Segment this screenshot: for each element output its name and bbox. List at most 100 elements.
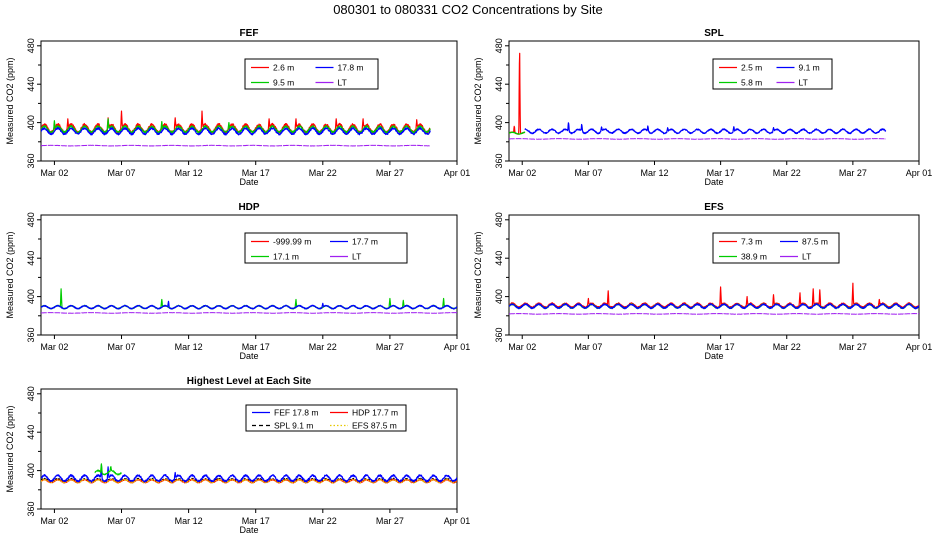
- plot-frame: [40, 214, 458, 336]
- legend-label: FEF 17.8 m: [274, 408, 318, 418]
- x-tick-label: Apr 01: [444, 168, 471, 178]
- legend-box: [712, 232, 840, 264]
- x-tick-label: Mar 22: [309, 516, 337, 526]
- legend-label: 38.9 m: [741, 252, 767, 262]
- series-group: [509, 282, 919, 315]
- y-tick-label: 360: [26, 501, 36, 516]
- chart-title: Highest Level at Each Site: [187, 376, 312, 387]
- legend-label: SPL 9.1 m: [274, 421, 313, 431]
- legend-box: [244, 58, 379, 90]
- series-line: [524, 122, 887, 135]
- x-tick-label: Apr 01: [906, 342, 933, 352]
- legend-box: [712, 58, 833, 90]
- plot-frame: [40, 40, 458, 162]
- legend-label: 87.5 m: [802, 237, 828, 247]
- x-tick-label: Mar 27: [839, 342, 867, 352]
- chart-title: EFS: [704, 202, 724, 213]
- series-line: [41, 464, 457, 483]
- series-line: [509, 138, 887, 140]
- series-line: [41, 478, 457, 484]
- y-axis-label: Measured CO2 (ppm): [5, 405, 15, 492]
- x-tick-label: Mar 07: [108, 168, 136, 178]
- y-tick-label: 400: [494, 115, 504, 130]
- y-tick-label: 480: [494, 212, 504, 227]
- chart-title: FEF: [240, 28, 259, 39]
- y-axis-label: Measured CO2 (ppm): [473, 231, 483, 318]
- legend-label: 2.6 m: [273, 63, 294, 73]
- y-tick-label: 480: [26, 38, 36, 53]
- legend-label: LT: [802, 252, 811, 262]
- chart-title: SPL: [704, 28, 723, 39]
- chart-title: HDP: [238, 202, 259, 213]
- y-tick-label: 480: [26, 212, 36, 227]
- legend-label: -999.99 m: [273, 237, 311, 247]
- legend-label: EFS 87.5 m: [352, 421, 397, 431]
- x-axis-label: Date: [239, 351, 258, 361]
- x-tick-label: Mar 17: [707, 168, 735, 178]
- legend-label: 9.5 m: [273, 78, 294, 88]
- x-tick-label: Mar 02: [40, 168, 68, 178]
- x-tick-label: Mar 22: [309, 168, 337, 178]
- x-tick-label: Mar 17: [242, 342, 270, 352]
- x-tick-label: Mar 02: [508, 168, 536, 178]
- x-tick-label: Mar 27: [376, 168, 404, 178]
- y-tick-label: 360: [26, 153, 36, 168]
- plot-frame: [508, 214, 920, 336]
- series-line: [41, 118, 431, 134]
- legend-box: [244, 232, 408, 264]
- legend-label: 5.8 m: [741, 78, 762, 88]
- x-axis-label: Date: [239, 177, 258, 187]
- series-line: [41, 144, 431, 147]
- series-line: [509, 303, 919, 310]
- x-tick-label: Apr 01: [444, 516, 471, 526]
- x-tick-label: Mar 12: [640, 342, 668, 352]
- legend-label: 17.7 m: [352, 237, 378, 247]
- y-tick-label: 400: [494, 289, 504, 304]
- series-line: [41, 312, 457, 314]
- legend: 2.6 m 17.8 m 9.5 m LT: [244, 58, 379, 90]
- legend-label: LT: [799, 78, 808, 88]
- x-tick-label: Mar 22: [773, 342, 801, 352]
- y-tick-label: 440: [26, 425, 36, 440]
- x-tick-label: Mar 12: [175, 516, 203, 526]
- legend-label: 9.1 m: [799, 63, 820, 73]
- y-tick-label: 360: [494, 327, 504, 342]
- x-tick-label: Mar 12: [175, 168, 203, 178]
- y-tick-label: 440: [494, 251, 504, 266]
- x-axis-label: Date: [239, 525, 258, 535]
- x-tick-label: Mar 07: [108, 342, 136, 352]
- x-tick-label: Mar 17: [242, 516, 270, 526]
- x-tick-label: Mar 22: [309, 342, 337, 352]
- chart-fef: FEF Mar 02 Mar 07 Mar 12 Mar 17 Mar 22 Mar 27 A…: [5, 28, 470, 187]
- series-group: [41, 288, 457, 314]
- chart-spl: SPL Mar 02 Mar 07 Mar 12 Mar 17 Mar 22 Mar 27 A…: [473, 28, 932, 187]
- x-tick-label: Mar 17: [707, 342, 735, 352]
- y-tick-label: 360: [26, 327, 36, 342]
- chart-hdp: HDP Mar 02 Mar 07 Mar 12 Mar 17 Mar 22 Mar 27 A…: [5, 202, 470, 361]
- legend: 7.3 m 87.5 m 38.9 m LT: [712, 232, 840, 264]
- chart-efs: EFS Mar 02 Mar 07 Mar 12 Mar 17 Mar 22 Mar 27 A…: [473, 202, 932, 361]
- x-tick-label: Mar 22: [773, 168, 801, 178]
- x-tick-label: Mar 02: [508, 342, 536, 352]
- x-tick-label: Mar 17: [242, 168, 270, 178]
- x-tick-label: Mar 07: [574, 342, 602, 352]
- y-tick-label: 400: [26, 463, 36, 478]
- x-tick-label: Mar 27: [376, 516, 404, 526]
- figure-title: 080301 to 080331 CO2 Concentrations by S…: [333, 2, 603, 17]
- plot-frame: [508, 40, 920, 162]
- y-tick-label: 400: [26, 289, 36, 304]
- legend-label: 17.8 m: [338, 63, 364, 73]
- y-tick-label: 440: [26, 77, 36, 92]
- series-line: [509, 131, 526, 135]
- series-line: [509, 313, 919, 315]
- legend-label: 17.1 m: [273, 252, 299, 262]
- series-line: [41, 300, 457, 310]
- legend-label: LT: [352, 252, 361, 262]
- x-tick-label: Apr 01: [444, 342, 471, 352]
- y-tick-label: 360: [494, 153, 504, 168]
- y-axis-label: Measured CO2 (ppm): [473, 57, 483, 144]
- series-line: [94, 463, 122, 476]
- legend-label: LT: [338, 78, 347, 88]
- legend-box: [245, 404, 407, 432]
